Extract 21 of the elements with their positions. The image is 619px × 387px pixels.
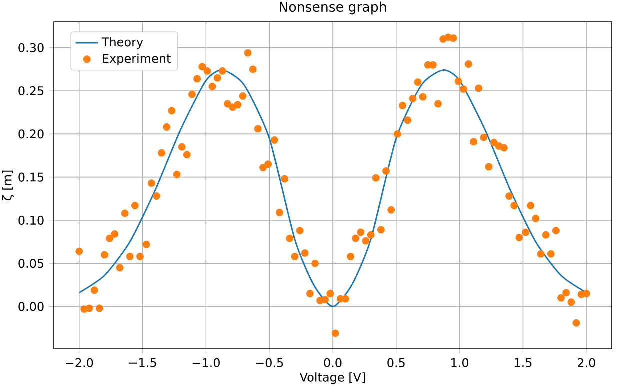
x-tick-label: −0.5: [256, 358, 284, 368]
x-tick-label: 0.5: [388, 358, 405, 368]
y-tick-label: 0.30: [18, 43, 44, 52]
y-tick-label: 0.15: [18, 172, 44, 182]
x-tick-label: 2.0: [578, 358, 596, 368]
x-tick-label: −2.0: [66, 358, 94, 368]
y-axis-title: ζ [m]: [2, 170, 14, 201]
y-tick-label: 0.25: [18, 86, 44, 96]
x-tick-label: 1.5: [515, 358, 532, 368]
x-tick-label: 1.0: [452, 358, 469, 368]
y-tick-label: 0.00: [18, 302, 44, 312]
legend-label: Theory: [102, 37, 144, 50]
x-axis-title: Voltage [V]: [300, 372, 366, 384]
y-tick-label: 0.10: [18, 216, 44, 225]
x-tick-label: −1.0: [192, 358, 220, 368]
legend-label: Experiment: [103, 54, 171, 66]
x-tick-label: 0.0: [324, 358, 342, 368]
y-tick-label: 0.05: [18, 259, 44, 268]
y-tick-label: 0.20: [18, 130, 44, 139]
x-tick-label: −1.5: [129, 358, 156, 368]
chart-title: Nonsense graph: [280, 2, 386, 15]
